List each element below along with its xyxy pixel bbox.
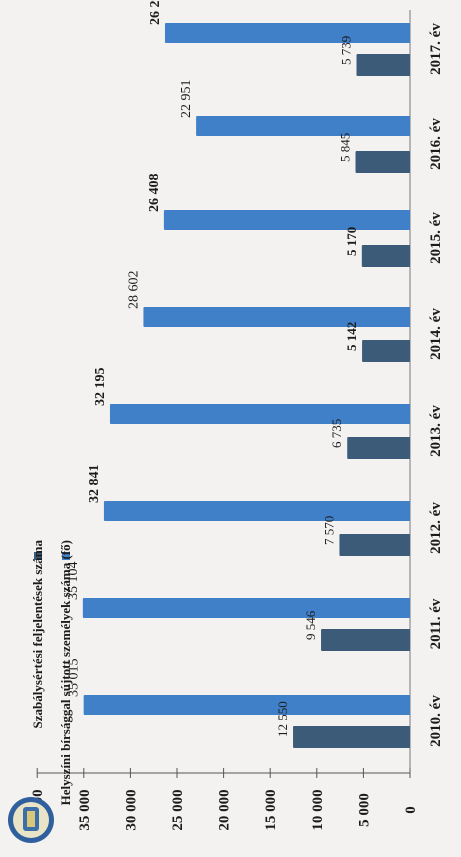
value-label-light-5: 26 408	[147, 174, 162, 213]
legend-swatch-1	[62, 552, 70, 560]
bar-szabálysértési-2	[339, 534, 410, 556]
category-label-7: 2017. év	[428, 23, 444, 75]
value-label-light-3: 32 195	[93, 368, 108, 407]
value-axis-label-4: 20 000	[217, 789, 233, 830]
bar-helyszíni-3	[109, 404, 410, 424]
category-label-0: 2010. év	[428, 695, 444, 747]
value-label-dark-7: 5 739	[339, 36, 354, 65]
value-label-dark-4: 5 142	[344, 322, 359, 351]
legend-item-1: Helyszíni bírsággal sújtott személyek sz…	[58, 540, 73, 805]
value-axis-label-6: 30 000	[123, 789, 139, 830]
value-label-light-2: 32 841	[87, 465, 102, 504]
value-label-light-7: 26 291	[148, 0, 163, 25]
bar-szabálysértési-7	[356, 54, 410, 76]
bar-helyszíni-6	[196, 116, 410, 136]
value-axis-label-0: 0	[403, 806, 419, 814]
value-axis-label-5: 25 000	[170, 789, 186, 830]
bar-szabálysértési-6	[355, 151, 410, 173]
legend-swatch-0	[34, 552, 42, 560]
value-label-light-0: 35 015	[67, 659, 82, 698]
category-label-4: 2014. év	[428, 308, 444, 360]
category-label-3: 2013. év	[428, 405, 444, 457]
category-label-2: 2012. év	[428, 502, 444, 554]
value-label-dark-3: 6 735	[329, 419, 344, 448]
bar-helyszíni-5	[163, 210, 410, 230]
value-label-light-4: 28 602	[126, 271, 141, 310]
value-label-dark-2: 7 570	[321, 516, 336, 545]
bar-helyszíni-0	[83, 695, 410, 715]
bar-helyszíni-7	[164, 23, 410, 43]
category-label-5: 2015. év	[428, 212, 444, 264]
value-label-light-6: 22 951	[179, 80, 194, 119]
value-label-dark-0: 12 550	[275, 701, 290, 737]
value-label-dark-5: 5 170	[344, 227, 359, 256]
bar-szabálysértési-1	[321, 629, 410, 651]
bar-szabálysértési-3	[347, 437, 410, 459]
bar-szabálysértési-4	[362, 340, 410, 362]
value-label-dark-1: 9 546	[303, 610, 318, 640]
bar-szabálysértési-0	[293, 726, 410, 748]
value-axis-label-7: 35 000	[77, 789, 93, 830]
legend-item-0: Szabálysértési feljelentések száma	[30, 540, 45, 729]
category-label-6: 2016. év	[428, 118, 444, 170]
bar-helyszíni-4	[143, 307, 410, 327]
bar-szabálysértési-5	[361, 245, 410, 267]
category-label-1: 2011. év	[428, 598, 444, 649]
bar-helyszíni-2	[103, 501, 411, 521]
value-axis-label-1: 5 000	[356, 793, 372, 827]
police-badge-icon	[8, 797, 54, 843]
bar-helyszíni-1	[82, 598, 410, 618]
value-axis-label-2: 10 000	[310, 789, 326, 830]
value-axis-label-3: 15 000	[263, 789, 279, 830]
value-label-light-1: 35 104	[66, 562, 81, 601]
value-label-dark-6: 5 845	[338, 133, 353, 162]
